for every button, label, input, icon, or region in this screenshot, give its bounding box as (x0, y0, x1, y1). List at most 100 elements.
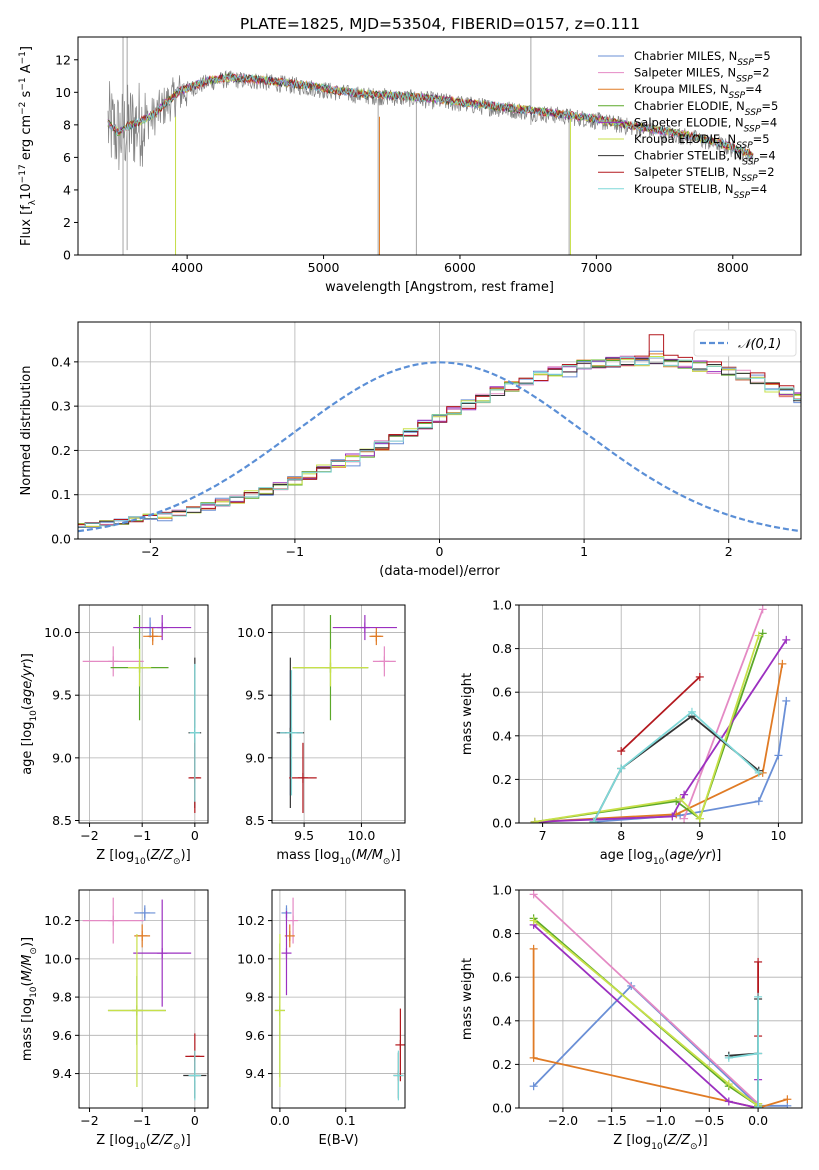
x-tick-label: 8 (617, 828, 625, 843)
label-part: )] (20, 937, 35, 947)
y-tick-label: 10.0 (44, 625, 72, 640)
errorbar-marker (280, 670, 303, 796)
label-part: λ (28, 199, 38, 205)
x-tick-label: 6000 (444, 260, 476, 275)
label-part: 10 (134, 857, 146, 867)
label-part: ⊙ (29, 947, 39, 955)
ticks: 9.5 10.0 8.5 9.0 9.5 10.0 (237, 625, 375, 843)
y-tick-label: 9.0 (52, 750, 72, 765)
legend-label: 𝒩(0,1) (738, 337, 781, 352)
ticks: 7 8 9 10 0.0 0.2 0.4 0.6 0.8 1.0 (492, 598, 786, 844)
x-tick-label: −2 (80, 1113, 98, 1128)
label-part: ( (20, 981, 35, 986)
weight-line (534, 639, 788, 823)
model-fit-line (107, 73, 754, 159)
x-tick-label: 8000 (717, 260, 749, 275)
y-axis-label: mass weight (460, 958, 475, 1040)
label-part: Z [ (96, 848, 114, 863)
label-part: Chabrier ELODIE, N (634, 99, 745, 113)
legend-label: Kroupa ELODIE, NSSP=5 (634, 132, 770, 151)
label-part: Z/Z (150, 848, 174, 863)
label-part: age [ (600, 848, 633, 863)
label-part: )] (390, 848, 400, 863)
x-tick-label: 0 (436, 544, 444, 559)
y-tick-label: 0.0 (492, 1101, 512, 1116)
x-axis-label: Z [log10(Z/Z⊙)] (96, 848, 190, 867)
label-part: Z [ (96, 1133, 114, 1148)
axes-box (78, 604, 209, 824)
axes-frame (78, 604, 209, 824)
label-part: 10 (340, 857, 352, 867)
errorbar-marker (188, 1050, 202, 1101)
label-part: Kroupa ELODIE, N (634, 132, 736, 146)
label-part: SSP (742, 158, 759, 168)
y-tick-label: 8.5 (245, 813, 265, 828)
y-tick-label: 9.6 (245, 1028, 265, 1043)
errorbar-marker (134, 924, 151, 948)
x-tick-label: 5000 (308, 260, 340, 275)
label-part: Z/Z (150, 1133, 174, 1148)
y-tick-label: 10 (55, 85, 71, 100)
label-part: age [ (20, 741, 35, 774)
label-part: mass [ (20, 1018, 35, 1061)
label-part: )] (181, 1133, 191, 1148)
label-part: SSP (736, 141, 753, 151)
weight-line (532, 893, 759, 1105)
label-part: −1 (18, 51, 28, 64)
y-tick-label: 1.0 (492, 883, 512, 898)
y-tick-label: 9.8 (52, 990, 72, 1005)
errorbar-marker (82, 646, 144, 677)
x-tick-label: 0.1 (336, 1113, 356, 1128)
y-tick-label: 0.6 (492, 685, 512, 700)
x-tick-label: 9.5 (294, 828, 314, 843)
y-tick-label: 10.2 (237, 913, 265, 928)
x-axis-label: (data-model)/error (379, 564, 500, 579)
label-part: log (320, 848, 340, 863)
label-part: =5 (753, 132, 770, 146)
y-tick-label: 9.6 (52, 1028, 72, 1043)
weight-line (533, 917, 759, 1108)
x-tick-label: −2.0 (548, 1113, 578, 1128)
label-part: −1 (18, 77, 28, 90)
label-part: =2 (753, 66, 770, 80)
label-part: Salpeter MILES, N (634, 66, 736, 80)
axes-box (77, 36, 802, 256)
label-part: E(B-V) (318, 1133, 358, 1148)
y-tick-label: 0.2 (51, 443, 71, 458)
plot-area (78, 334, 801, 533)
label-part: SSP (741, 174, 758, 184)
label-part: wavelength [Angstrom, rest frame] (325, 280, 554, 295)
label-part: Chabrier MILES, N (634, 49, 737, 63)
errorbar-marker (372, 646, 396, 677)
y-tick-label: 9.4 (245, 1066, 265, 1081)
plot-area (82, 897, 207, 1101)
errorbar-marker (133, 615, 192, 641)
y-tick-label: 9.5 (52, 688, 72, 703)
legend-label: Salpeter ELODIE, NSSP=4 (634, 115, 777, 134)
x-axis-label: wavelength [Angstrom, rest frame] (325, 280, 554, 295)
y-tick-label: 2 (63, 215, 71, 230)
ticks: −2 −1 0 9.4 9.6 9.8 10.0 10.2 (44, 913, 199, 1128)
x-tick-label: −1 (133, 1113, 151, 1128)
axes-frame (78, 889, 209, 1109)
x-tick-label: 10 (770, 828, 786, 843)
x-tick-label: 0 (191, 1113, 199, 1128)
mass-weight-vs-metallicity-panel: −2.0 −1.5 −1.0 −0.5 0.0 0.0 0.2 0.4 0.6 0.8 1.0 Z [… (460, 883, 803, 1152)
label-part: )] (20, 653, 35, 663)
label-part: −17 (18, 164, 28, 183)
x-axis-label: E(B-V) (318, 1133, 358, 1148)
label-part: =5 (761, 99, 778, 113)
age-vs-metallicity-panel: −2 −1 08.59.09.510.0Z [log10(Z/Z⊙)]age [lo… (20, 604, 209, 867)
plot-area (107, 37, 754, 255)
weight-line (534, 663, 784, 823)
ticks: −2 −1 0 1 2 0.0 0.1 0.2 0.3 0.4 (51, 354, 733, 559)
ticks: 4000 5000 6000 7000 8000 0 2 4 6 8 10 12 (55, 52, 749, 275)
y-tick-label: 0.3 (51, 399, 71, 414)
label-part: SSP (744, 124, 761, 134)
weight-line (534, 635, 760, 823)
errorbar-marker (189, 663, 201, 802)
y-tick-label: 6 (63, 150, 71, 165)
x-tick-label: −1.0 (645, 1113, 675, 1128)
